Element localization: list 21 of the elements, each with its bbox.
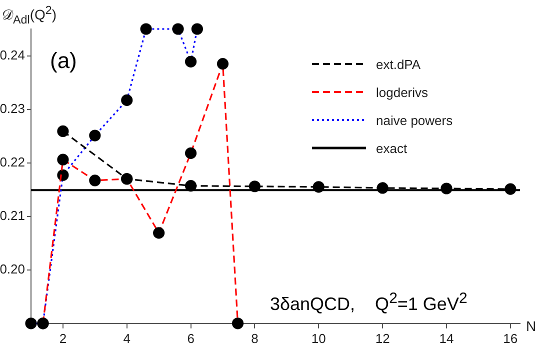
x-tick-label: 16 bbox=[503, 330, 518, 346]
legend-label: exact bbox=[376, 140, 408, 156]
y-tick-label: 0.22 bbox=[0, 154, 25, 170]
x-tick-label: 10 bbox=[311, 330, 326, 346]
x-tick-label: 14 bbox=[439, 330, 454, 346]
x-tick-label: 4 bbox=[123, 330, 130, 346]
y-tick-label: 0.24 bbox=[0, 47, 25, 62]
y-tick-label: 0.23 bbox=[0, 100, 25, 116]
x-tick-label: 6 bbox=[187, 330, 194, 346]
legend-label: logderivs bbox=[376, 84, 428, 100]
legend-label: naive powers bbox=[376, 112, 453, 128]
x-axis-title: N bbox=[526, 318, 536, 334]
annotation: (a) bbox=[50, 48, 77, 74]
x-tick-label: 2 bbox=[59, 330, 67, 346]
x-tick-label: 8 bbox=[251, 330, 258, 346]
y-tick-label: 0.20 bbox=[0, 261, 25, 276]
annotation: 3δanQCD, Q$^{2}$=1 GeV$^{2}$ bbox=[270, 290, 468, 315]
x-tick-label: 12 bbox=[375, 330, 390, 346]
legend-label: ext.dPA bbox=[376, 56, 421, 72]
y-tick-label: 0.21 bbox=[0, 208, 25, 223]
y-axis-title: 𝒟$_{Adl}$(Q$^{2}$) bbox=[2, 4, 57, 26]
